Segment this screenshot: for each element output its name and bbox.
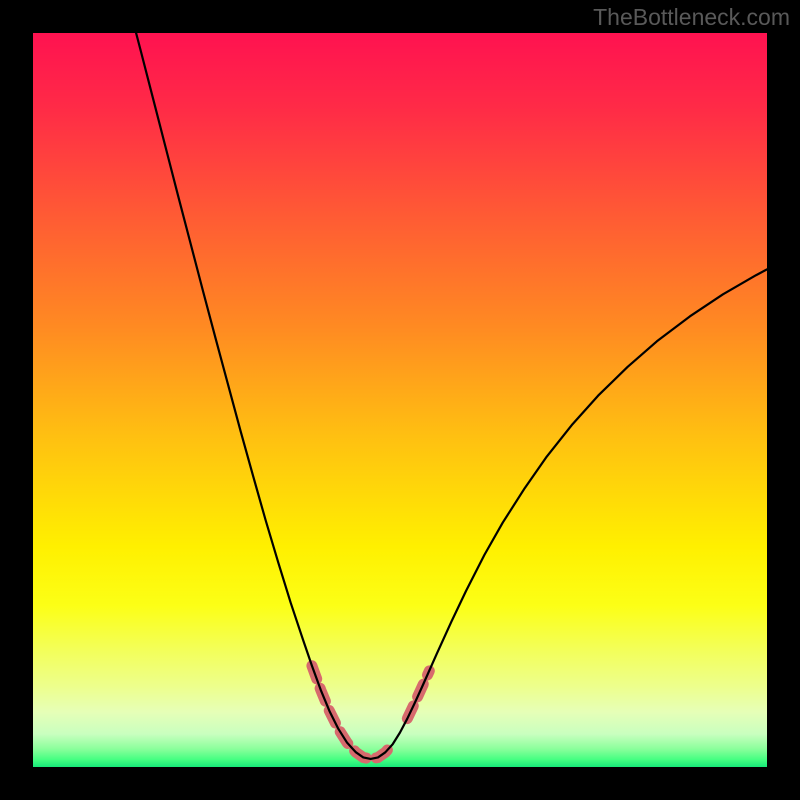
watermark-text: TheBottleneck.com (593, 4, 790, 31)
chart-root: TheBottleneck.com (0, 0, 800, 800)
plot-gradient-background (33, 33, 767, 767)
chart-svg (0, 0, 800, 800)
